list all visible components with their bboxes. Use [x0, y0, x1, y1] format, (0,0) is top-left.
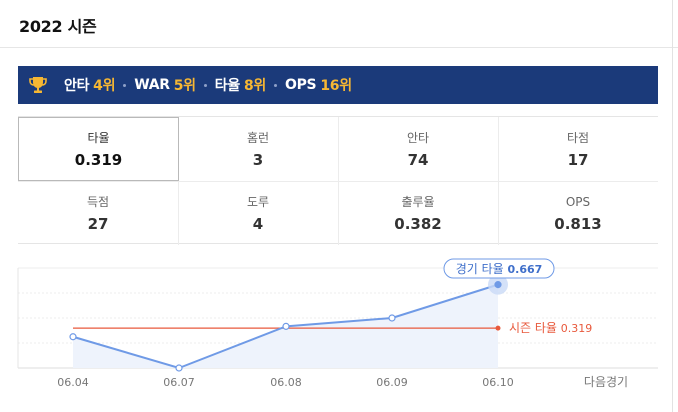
- grid-divider: [18, 181, 658, 182]
- stat-label: 출루율: [401, 195, 435, 209]
- rank-label: WAR: [134, 77, 170, 93]
- chart-svg: 시즌 타율 0.319 경기 타율 0.667 06.04 06.07 06.08 06.…: [17, 258, 658, 389]
- x-tick-label: 06.08: [270, 376, 302, 389]
- rank-avg: 타율 8위: [214, 75, 267, 95]
- stat-label: 득점: [86, 195, 110, 209]
- ranking-banner: 안타 4위 WAR 5위 타율 8위 OPS 16위: [18, 66, 658, 104]
- rank-value: 4위: [93, 78, 116, 94]
- stat-value: 4: [252, 215, 264, 233]
- stat-label: 타점: [566, 131, 590, 145]
- rank-label: OPS: [284, 77, 317, 93]
- stat-rbi[interactable]: 타점 17: [498, 117, 658, 181]
- rank-value: 8위: [243, 78, 266, 94]
- stat-label: 홈런: [246, 131, 270, 145]
- x-tick-label: 06.04: [57, 376, 89, 389]
- stat-label: 도루: [246, 195, 270, 209]
- stat-hits[interactable]: 안타 74: [338, 117, 498, 181]
- x-tick-label: 06.09: [376, 376, 408, 389]
- stat-label: 안타: [406, 131, 430, 145]
- stat-value: 27: [87, 215, 109, 233]
- stats-grid: 타율 0.319 홈런 3 안타 74 타점 17 득점 27 도루 4 출루율…: [18, 116, 658, 245]
- rank-separator: [123, 83, 127, 87]
- rank-war: WAR 5위: [134, 75, 196, 95]
- next-game-label: 다음경기: [584, 375, 628, 389]
- trophy-icon: [29, 77, 47, 93]
- stat-obp[interactable]: 출루율 0.382: [338, 181, 498, 245]
- stat-ops[interactable]: OPS 0.813: [498, 181, 658, 245]
- season-avg-label: 시즌 타율 0.319: [509, 321, 592, 335]
- stat-sb[interactable]: 도루 4: [178, 181, 338, 245]
- data-point: [69, 333, 77, 341]
- stat-value: 74: [407, 151, 429, 169]
- data-point: [494, 281, 502, 289]
- page-title: 2022 시즌: [19, 17, 97, 36]
- tooltip-label: 경기 타율 0.667: [456, 262, 543, 276]
- x-tick-label: 06.07: [163, 376, 195, 389]
- stat-value: 0.382: [394, 215, 442, 233]
- stat-avg[interactable]: 타율 0.319: [18, 117, 179, 181]
- rank-separator: [203, 83, 207, 87]
- rank-value: 5위: [173, 78, 196, 94]
- game-avg-chart: 시즌 타율 0.319 경기 타율 0.667 06.04 06.07 06.08 06.…: [0, 250, 678, 412]
- season-avg-marker: [495, 325, 501, 331]
- rank-ops: OPS 16위: [285, 75, 352, 95]
- stat-label: OPS: [565, 195, 591, 209]
- series-area: [73, 284, 498, 368]
- stat-value: 17: [567, 151, 589, 169]
- x-tick-label: 06.10: [482, 376, 514, 389]
- stat-label: 타율: [87, 131, 110, 145]
- season-header: 2022 시즌: [0, 0, 678, 48]
- data-point: [175, 364, 183, 372]
- stat-value: 3: [252, 151, 264, 169]
- data-point: [388, 314, 396, 322]
- rank-hits: 안타 4위: [64, 75, 116, 95]
- stat-runs[interactable]: 득점 27: [18, 181, 178, 245]
- rank-label: 안타: [64, 78, 90, 94]
- scrollbar-divider: [672, 0, 673, 412]
- stat-value: 0.319: [74, 151, 123, 169]
- rank-value: 16위: [320, 78, 352, 94]
- rank-separator: [273, 83, 277, 87]
- data-point: [282, 322, 290, 330]
- tooltip-box: [443, 258, 555, 279]
- stat-hr[interactable]: 홈런 3: [178, 117, 338, 181]
- rank-label: 타율: [214, 78, 240, 94]
- stat-value: 0.813: [554, 215, 602, 233]
